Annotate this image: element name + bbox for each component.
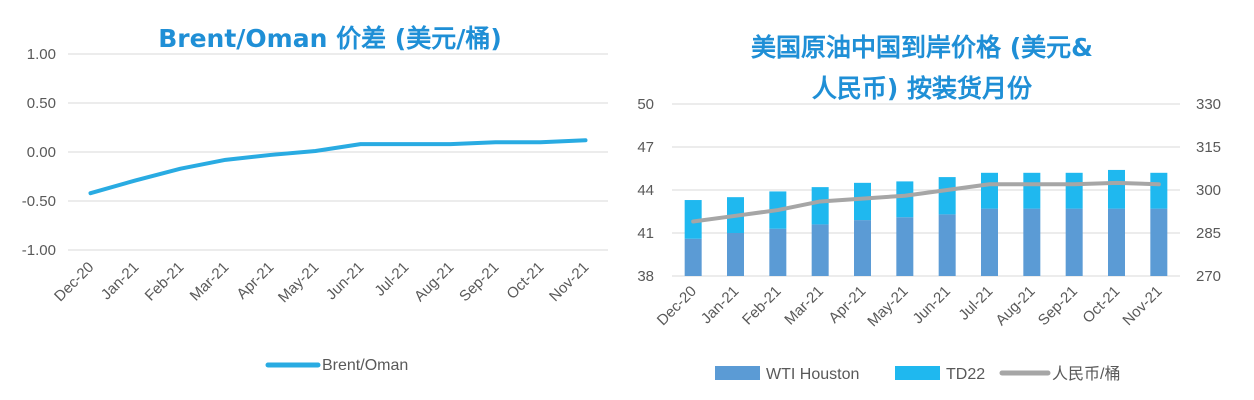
x-tick-label: May-21: [864, 283, 911, 330]
bar-td22: [1108, 169, 1125, 209]
x-tick-label: Dec-20: [654, 283, 700, 329]
bar-td22: [1065, 172, 1083, 209]
legend-swatch-wti-houston: [715, 366, 760, 380]
rmb-line: [691, 180, 1161, 224]
bar-td22: [981, 172, 998, 209]
chart-title-line-1: 美国原油中国到岸价格 (美元&: [751, 33, 1093, 62]
left-y-tick-label: 38: [637, 268, 654, 285]
right-y-tick-label: 285: [1196, 225, 1221, 242]
series-lines: [88, 138, 588, 196]
right-y-tick-label: 330: [1196, 96, 1221, 113]
right-y-tick-label: 270: [1196, 268, 1221, 285]
x-tick-label: Oct-21: [1079, 283, 1123, 327]
legend-label-rmb: 人民币/桶: [1052, 365, 1120, 383]
series-line-brent-oman: [88, 138, 588, 196]
y-tick-label: -0.50: [22, 193, 56, 210]
left-y-tick-label: 41: [637, 225, 654, 242]
y-tick-label: -1.00: [22, 242, 56, 259]
bar-wti-houston: [981, 208, 998, 276]
x-tick-label: Jan-21: [698, 283, 742, 327]
bar-wti-houston: [1023, 208, 1041, 276]
y-tick-label: 0.50: [27, 95, 56, 112]
right-y-axis-ticks: 330 315 300 285 270: [1196, 96, 1221, 285]
series-line-rmb: [691, 180, 1161, 224]
legend: WTI Houston TD22 人民币/桶: [715, 365, 1120, 383]
left-y-axis-ticks: 50 47 44 41 38: [637, 96, 654, 285]
gridlines: [68, 53, 608, 251]
x-tick-label: Feb-21: [739, 283, 785, 329]
chart-title-line-2: 人民币) 按装货月份: [812, 74, 1032, 103]
left-y-tick-label: 44: [637, 182, 654, 199]
bar-td22: [811, 187, 829, 225]
x-tick-label: Apr-21: [825, 283, 869, 327]
left-y-tick-label: 50: [637, 96, 654, 113]
x-tick-label: Jul-21: [955, 283, 996, 324]
legend-label-wti-houston: WTI Houston: [766, 366, 859, 383]
bar-wti-houston: [727, 233, 744, 276]
bar-wti-houston: [1065, 208, 1083, 276]
bar-td22: [854, 182, 871, 221]
y-tick-label: 0.00: [27, 144, 56, 161]
legend-swatch-td22: [895, 366, 940, 380]
x-axis-ticks: Dec-20Jan-21Feb-21Mar-21Apr-21May-21Jun-…: [654, 283, 1166, 330]
x-tick-label: Nov-21: [1119, 283, 1165, 329]
legend-label-td22: TD22: [946, 366, 985, 383]
legend-label-brent-oman: Brent/Oman: [322, 357, 408, 374]
bar-wti-houston: [1150, 208, 1168, 276]
bar-wti-houston: [684, 238, 702, 276]
gridlines: [672, 103, 1180, 277]
x-tick-label: Aug-21: [992, 283, 1038, 329]
bar-td22: [1023, 172, 1041, 209]
bar-td22: [896, 181, 914, 218]
x-tick-label: Mar-21: [781, 283, 827, 329]
y-axis-ticks: 1.00 0.50 0.00 -0.50 -1.00: [22, 46, 56, 259]
stacked-bars: [684, 169, 1168, 276]
left-y-tick-label: 47: [637, 139, 654, 156]
bar-td22: [938, 177, 956, 215]
legend: Brent/Oman: [265, 357, 408, 374]
bar-td22: [684, 200, 702, 239]
right-y-tick-label: 315: [1196, 139, 1221, 156]
x-tick-label: Sep-21: [1035, 283, 1081, 329]
bar-wti-houston: [854, 220, 871, 276]
bar-wti-houston: [811, 224, 829, 276]
bar-wti-houston: [938, 214, 956, 276]
bar-wti-houston: [896, 217, 914, 276]
y-tick-label: 1.00: [27, 46, 56, 63]
x-tick-label: Jun-21: [910, 283, 954, 327]
brent-oman-spread-chart: Brent/Oman 价差 (美元/桶) 1.00 0.50 0.00 -0.50 -1…: [22, 24, 608, 374]
bar-wti-houston: [1108, 208, 1125, 276]
bar-td22: [1150, 172, 1168, 209]
chart-title: Brent/Oman 价差 (美元/桶): [158, 24, 502, 53]
bar-wti-houston: [769, 228, 787, 276]
right-y-tick-label: 300: [1196, 182, 1221, 199]
